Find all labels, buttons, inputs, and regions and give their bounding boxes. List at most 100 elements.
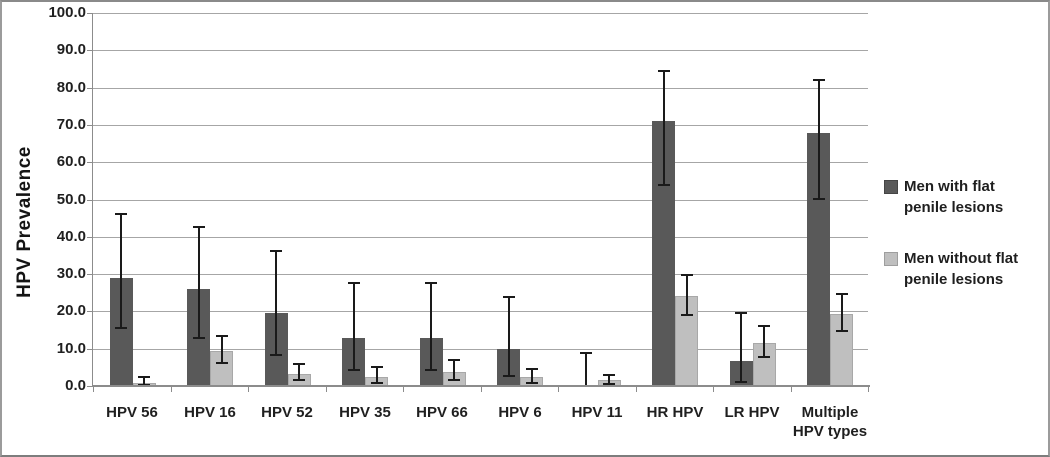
x-category-label: HPV 11 [571, 404, 623, 421]
y-tick-label: 60.0 [56, 153, 86, 170]
bar-0-9 [807, 133, 830, 386]
error-bar-cap-bottom [293, 379, 305, 381]
error-bar-cap-bottom [425, 369, 437, 371]
error-bar-cap-bottom [836, 330, 848, 332]
error-bar-cap-top [580, 352, 592, 354]
x-tick-mark [403, 387, 404, 392]
y-tick-label: 40.0 [56, 228, 86, 245]
x-tick-mark [713, 387, 714, 392]
gridline [93, 311, 868, 312]
error-bar-cap-top [658, 70, 670, 72]
gridline [93, 274, 868, 275]
error-bar [298, 363, 300, 380]
error-bar-cap-top [448, 359, 460, 361]
error-bar [740, 312, 742, 382]
error-bar [353, 282, 355, 370]
error-bar-cap-bottom [371, 382, 383, 384]
bar-0-7 [652, 121, 675, 386]
y-tick-label: 100.0 [48, 4, 86, 21]
error-bar [686, 274, 688, 315]
error-bar [376, 366, 378, 383]
y-tick-mark [87, 50, 93, 51]
error-bar-cap-bottom [216, 362, 228, 364]
x-tick-mark [171, 387, 172, 392]
gridline [93, 162, 868, 163]
y-tick-mark [87, 311, 93, 312]
error-bar [430, 282, 432, 370]
error-bar-cap-bottom [193, 337, 205, 339]
x-category-label: HPV 52 [261, 404, 313, 421]
error-bar-cap-top [193, 226, 205, 228]
x-tick-mark [558, 387, 559, 392]
error-bar [763, 325, 765, 357]
y-tick-mark [87, 125, 93, 126]
legend-swatch [884, 180, 898, 194]
x-category-label: HPV 16 [184, 404, 236, 421]
gridline [93, 88, 868, 89]
error-bar [841, 293, 843, 331]
error-bar-cap-bottom [503, 375, 515, 377]
x-tick-mark [791, 387, 792, 392]
error-bar-cap-bottom [658, 184, 670, 186]
error-bar [221, 335, 223, 363]
y-tick-mark [87, 162, 93, 163]
x-tick-mark [93, 387, 94, 392]
legend-label: Men with flat penile lesions [904, 178, 1004, 216]
y-tick-mark [87, 274, 93, 275]
y-axis-line [92, 13, 93, 387]
error-bar [508, 296, 510, 376]
y-tick-mark [87, 88, 93, 89]
error-bar-cap-top [735, 312, 747, 314]
error-bar-cap-bottom [348, 369, 360, 371]
legend-item: Men without flat penile lesions [884, 248, 1018, 290]
x-tick-mark [248, 387, 249, 392]
error-bar-cap-top [758, 325, 770, 327]
x-tick-mark [326, 387, 327, 392]
x-category-label: HR HPV [646, 404, 704, 421]
error-bar-cap-top [270, 250, 282, 252]
error-bar-cap-top [603, 374, 615, 376]
error-bar [143, 376, 145, 385]
error-bar-cap-top [115, 213, 127, 215]
error-bar-cap-bottom [603, 383, 615, 385]
gridline [93, 200, 868, 201]
gridline [93, 125, 868, 126]
error-bar-cap-top [526, 368, 538, 370]
error-bar [275, 250, 277, 355]
x-tick-mark [868, 387, 869, 392]
error-bar [608, 374, 610, 384]
error-bar [818, 79, 820, 199]
error-bar-cap-top [813, 79, 825, 81]
error-bar [453, 359, 455, 380]
error-bar-cap-bottom [813, 198, 825, 200]
x-category-label: HPV 6 [498, 404, 542, 421]
error-bar-cap-bottom [448, 379, 460, 381]
error-bar-cap-top [503, 296, 515, 298]
error-bar [531, 368, 533, 383]
gridline [93, 237, 868, 238]
y-tick-mark [87, 13, 93, 14]
gridline [93, 13, 868, 14]
y-tick-label: 10.0 [56, 340, 86, 357]
error-bar-cap-top [293, 363, 305, 365]
x-axis-line [92, 385, 870, 387]
error-bar-cap-top [138, 376, 150, 378]
y-tick-label: 30.0 [56, 265, 86, 282]
x-tick-mark [636, 387, 637, 392]
y-tick-label: 80.0 [56, 79, 86, 96]
error-bar [585, 352, 587, 386]
gridline [93, 349, 868, 350]
gridline [93, 50, 868, 51]
error-bar-cap-top [425, 282, 437, 284]
y-tick-mark [87, 386, 93, 387]
error-bar-cap-bottom [270, 354, 282, 356]
x-category-label: HPV 35 [339, 404, 391, 421]
x-category-label: HPV 66 [416, 404, 468, 421]
error-bar-cap-top [681, 274, 693, 276]
error-bar-cap-top [348, 282, 360, 284]
error-bar [198, 226, 200, 338]
legend-item: Men with flat penile lesions [884, 176, 1003, 218]
y-tick-mark [87, 349, 93, 350]
